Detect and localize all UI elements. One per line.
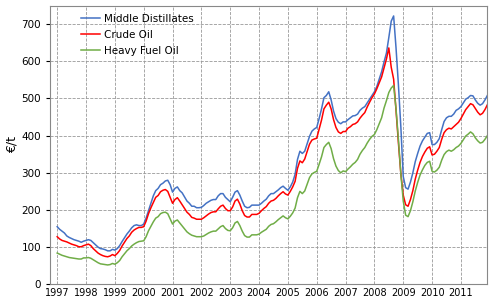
Middle Distillates bbox=[475, 102, 481, 105]
Legend: Middle Distillates, Crude Oil, Heavy Fuel Oil: Middle Distillates, Crude Oil, Heavy Fue… bbox=[81, 14, 194, 56]
Middle Distillates bbox=[62, 231, 68, 235]
Middle Distillates bbox=[107, 249, 113, 253]
Heavy Fuel Oil bbox=[441, 153, 447, 156]
Crude Oil bbox=[386, 46, 392, 50]
Crude Oil bbox=[441, 131, 447, 134]
Heavy Fuel Oil bbox=[62, 254, 68, 258]
Middle Distillates bbox=[54, 225, 60, 229]
Middle Distillates bbox=[390, 14, 396, 18]
Line: Middle Distillates: Middle Distillates bbox=[57, 16, 488, 251]
Middle Distillates bbox=[485, 94, 491, 97]
Line: Heavy Fuel Oil: Heavy Fuel Oil bbox=[57, 85, 488, 265]
Heavy Fuel Oil bbox=[145, 229, 151, 233]
Middle Distillates bbox=[441, 120, 447, 123]
Crude Oil bbox=[220, 203, 226, 207]
Heavy Fuel Oil bbox=[54, 251, 60, 255]
Crude Oil bbox=[485, 103, 491, 107]
Middle Distillates bbox=[220, 192, 226, 195]
Heavy Fuel Oil bbox=[475, 139, 481, 143]
Heavy Fuel Oil bbox=[105, 263, 110, 267]
Crude Oil bbox=[54, 235, 60, 239]
Crude Oil bbox=[145, 212, 151, 216]
Line: Crude Oil: Crude Oil bbox=[57, 48, 488, 257]
Heavy Fuel Oil bbox=[107, 263, 113, 266]
Y-axis label: €/t: €/t bbox=[5, 136, 19, 154]
Heavy Fuel Oil bbox=[485, 134, 491, 137]
Crude Oil bbox=[62, 239, 68, 243]
Crude Oil bbox=[105, 255, 110, 259]
Middle Distillates bbox=[105, 249, 110, 253]
Heavy Fuel Oil bbox=[390, 84, 396, 87]
Crude Oil bbox=[475, 110, 481, 114]
Heavy Fuel Oil bbox=[220, 224, 226, 227]
Crude Oil bbox=[107, 254, 113, 258]
Middle Distillates bbox=[145, 209, 151, 212]
